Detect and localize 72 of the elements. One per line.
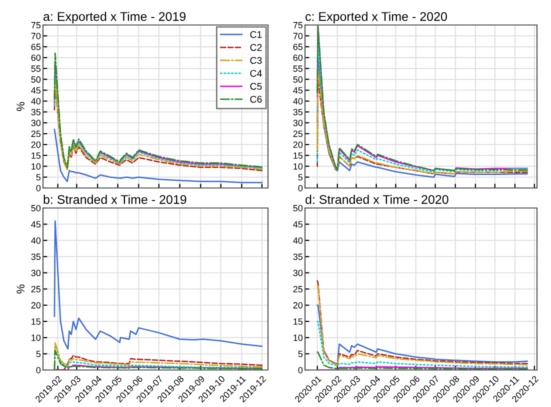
y-tick-label: 35 xyxy=(31,254,41,260)
y-tick-label: 20 xyxy=(31,302,41,309)
y-tick-label: 20 xyxy=(293,302,303,309)
y-tick-label: 25 xyxy=(293,286,303,292)
line-series xyxy=(316,351,528,370)
y-tick-label: 35 xyxy=(293,108,303,116)
y-tick-label: 0 xyxy=(36,184,41,192)
y-tick-label: 0 xyxy=(36,366,41,374)
legend-label: C5 xyxy=(250,82,262,90)
legend-label: C4 xyxy=(250,70,262,77)
y-tick-label: 60 xyxy=(31,54,41,61)
y-tick-label: 5 xyxy=(36,174,41,180)
chart-title: c: Exported x Time - 2020 xyxy=(306,12,447,24)
y-tick-label: 25 xyxy=(31,286,41,292)
legend-label: C2 xyxy=(250,44,262,51)
y-tick-label: 50 xyxy=(31,76,41,83)
y-tick-label: 30 xyxy=(293,120,303,126)
y-tick-label: 50 xyxy=(31,204,41,212)
y-tick-label: 40 xyxy=(31,98,41,104)
y-tick-label: 10 xyxy=(294,334,303,341)
y-tick-label: 45 xyxy=(293,87,303,94)
y-tick-label: 15 xyxy=(32,318,41,325)
y-tick-label: 30 xyxy=(31,120,41,126)
y-tick-label: 0 xyxy=(298,366,303,374)
y-axis-title: % xyxy=(16,102,24,112)
y-tick-label: 20 xyxy=(293,142,303,148)
y-tick-label: 10 xyxy=(32,334,41,341)
line-series xyxy=(54,350,263,370)
legend-label: C1 xyxy=(250,31,262,38)
y-tick-label: 15 xyxy=(32,152,41,159)
y-tick-label: 55 xyxy=(293,66,303,72)
y-tick-label: 50 xyxy=(293,204,303,212)
chart-title: a: Exported x Time - 2019 xyxy=(44,12,186,24)
y-tick-label: 35 xyxy=(31,108,41,116)
line-series xyxy=(316,304,528,365)
y-tick-label: 5 xyxy=(298,174,303,180)
legend-label: C3 xyxy=(250,56,262,64)
y-tick-label: 40 xyxy=(31,237,41,244)
y-tick-label: 75 xyxy=(31,22,41,28)
y-tick-label: 20 xyxy=(31,142,41,148)
y-tick-label: 5 xyxy=(298,350,303,358)
y-tick-label: 25 xyxy=(31,130,41,138)
y-tick-label: 75 xyxy=(293,22,303,28)
y-tick-label: 55 xyxy=(31,66,41,72)
y-tick-label: 30 xyxy=(293,270,303,276)
y-tick-label: 70 xyxy=(293,32,303,40)
y-tick-label: 65 xyxy=(293,44,303,50)
y-tick-label: 45 xyxy=(293,221,303,228)
y-tick-label: 10 xyxy=(32,163,41,170)
line-series xyxy=(54,128,263,184)
y-tick-label: 15 xyxy=(294,152,303,159)
y-tick-label: 35 xyxy=(293,254,303,260)
y-tick-label: 0 xyxy=(298,184,303,192)
y-tick-label: 50 xyxy=(293,76,303,83)
y-tick-label: 65 xyxy=(31,44,41,50)
y-tick-label: 70 xyxy=(31,32,41,40)
y-tick-label: 40 xyxy=(293,237,303,244)
y-tick-label: 45 xyxy=(31,221,41,228)
y-tick-label: 15 xyxy=(294,318,303,325)
chart-title: d: Stranded x Time - 2020 xyxy=(306,194,448,204)
line-series xyxy=(54,220,263,350)
y-tick-label: 40 xyxy=(293,98,303,104)
y-axis-title: % xyxy=(16,284,24,294)
y-tick-label: 30 xyxy=(31,270,41,276)
y-tick-label: 5 xyxy=(36,350,41,358)
legend-label: C6 xyxy=(250,96,262,103)
line-series xyxy=(316,320,528,368)
y-tick-label: 25 xyxy=(293,130,303,138)
y-tick-label: 60 xyxy=(293,54,303,61)
chart-title: b: Stranded x Time - 2019 xyxy=(44,194,186,204)
y-tick-label: 10 xyxy=(294,163,303,170)
y-tick-label: 45 xyxy=(31,87,41,94)
